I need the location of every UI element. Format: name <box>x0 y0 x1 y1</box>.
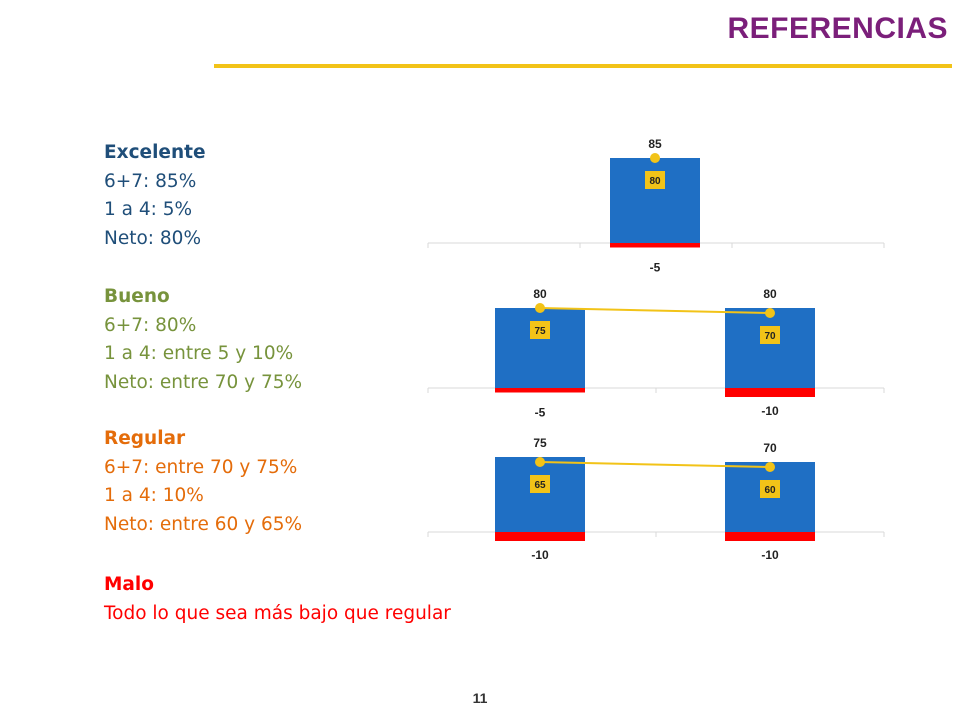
net-label-box <box>760 480 780 498</box>
net-point <box>765 308 775 318</box>
negative-value-label: -10 <box>761 404 779 418</box>
net-point <box>650 153 660 163</box>
legend-bueno: Bueno 6+7: 80% 1 a 4: entre 5 y 10% Neto… <box>104 283 302 397</box>
negative-bar <box>725 388 815 397</box>
positive-value-label: 85 <box>648 137 662 151</box>
positive-value-label: 80 <box>763 287 777 301</box>
legend-line: 6+7: 85% <box>104 170 197 192</box>
negative-bar <box>495 388 585 393</box>
legend-malo: Malo Todo lo que sea más bajo que regula… <box>104 571 451 628</box>
negative-value-label: -5 <box>650 261 661 275</box>
net-value-label: 60 <box>764 485 776 496</box>
legend-line: 1 a 4: 10% <box>104 485 204 506</box>
legend-regular: Regular 6+7: entre 70 y 75% 1 a 4: 10% N… <box>104 425 302 539</box>
net-value-label: 70 <box>764 331 776 342</box>
positive-value-label: 70 <box>763 441 777 455</box>
legend-line: 1 a 4: entre 5 y 10% <box>104 343 294 364</box>
negative-value-label: -10 <box>531 548 549 562</box>
negative-bar <box>725 532 815 541</box>
legend-heading-regular: Regular <box>104 428 186 449</box>
legend-line: Todo lo que sea más bajo que regular <box>104 602 451 624</box>
legend-heading-bueno: Bueno <box>104 286 170 307</box>
negative-bar <box>610 243 700 248</box>
positive-bar <box>610 158 700 243</box>
positive-value-label: 80 <box>533 287 547 301</box>
net-value-label: 75 <box>534 326 546 337</box>
net-label-box <box>645 171 665 189</box>
net-label-box <box>530 475 550 493</box>
net-point <box>765 462 775 472</box>
legend-line: Neto: entre 60 y 65% <box>104 513 303 535</box>
net-label-box <box>760 326 780 344</box>
legend-heading-excelente: Excelente <box>104 142 206 163</box>
net-line <box>539 461 771 468</box>
net-point <box>535 303 545 313</box>
net-value-label: 80 <box>649 176 661 187</box>
net-point <box>535 457 545 467</box>
legend-line: 6+7: entre 70 y 75% <box>104 456 298 478</box>
positive-value-label: 75 <box>533 436 547 450</box>
positive-bar <box>725 308 815 388</box>
title-underline <box>214 64 952 68</box>
positive-bar <box>495 457 585 532</box>
negative-value-label: -10 <box>761 548 779 562</box>
net-line <box>539 307 771 314</box>
legend-line: 6+7: 80% <box>104 314 197 336</box>
positive-bar <box>495 308 585 388</box>
net-value-label: 65 <box>534 480 546 491</box>
net-label-box <box>530 321 550 339</box>
legend-line: 1 a 4: 5% <box>104 199 193 220</box>
legend-heading-malo: Malo <box>104 574 154 595</box>
negative-value-label: -5 <box>535 406 546 420</box>
negative-bar <box>495 532 585 541</box>
legend-line: Neto: 80% <box>104 227 202 249</box>
legend-excelente: Excelente 6+7: 85% 1 a 4: 5% Neto: 80% <box>104 139 206 253</box>
legend-line: Neto: entre 70 y 75% <box>104 371 303 393</box>
page-title: REFERENCIAS <box>727 12 948 45</box>
page-number: 11 <box>472 690 488 706</box>
